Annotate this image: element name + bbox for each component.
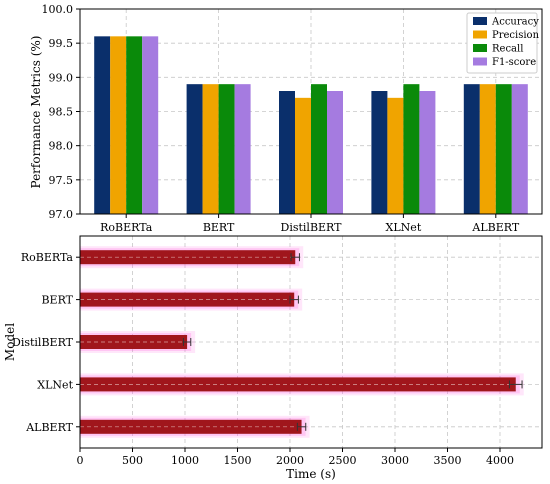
metrics-legend: Accuracy Precision Recall F1-score [466, 12, 540, 74]
legend-swatch [473, 30, 487, 39]
time-x-tick-label: 1000 [171, 454, 199, 467]
time-y-tick-label: DistilBERT [12, 336, 74, 349]
legend-label: Accuracy [491, 17, 539, 28]
metrics-bars [94, 36, 528, 215]
metrics-y-tick-label: 98.0 [49, 140, 74, 153]
metrics-y-tick-label: 100.0 [42, 3, 74, 16]
metrics-bar-recall [403, 84, 420, 215]
metrics-bar-accuracy [463, 84, 480, 215]
legend-swatch [473, 44, 487, 52]
legend-swatch [473, 57, 487, 66]
metrics-bar-accuracy [94, 36, 111, 215]
legend-swatch [473, 17, 487, 25]
time-x-tick-label: 2500 [329, 454, 357, 467]
metrics-bar-accuracy [371, 91, 388, 214]
metrics-bar-precision [295, 97, 311, 214]
metrics-bar-precision [110, 36, 127, 215]
legend-label: F1-score [492, 57, 536, 68]
metrics-y-tick-label: 97.0 [49, 208, 74, 221]
time-y-axis-label: Model [3, 323, 17, 361]
time-y-tick-label: BERT [41, 294, 73, 307]
time-x-tick-label: 4000 [486, 454, 514, 467]
time-bar [80, 335, 188, 349]
metrics-x-tick-label: BERT [203, 221, 235, 234]
metrics-bar-accuracy [186, 84, 203, 215]
metrics-chart: 97.0 97.5 98.0 98.5 99.0 99.5 100.0 RoBERTa BER… [29, 3, 543, 234]
time-x-tick-label: 3000 [381, 454, 409, 467]
metrics-bar-f1-score [511, 84, 528, 215]
time-y-ticks: RoBERTa BERT DistilBERT XLNet ALBERT [12, 251, 80, 434]
metrics-y-tick-label: 99.5 [49, 37, 74, 50]
metrics-y-ticks: 97.0 97.5 98.0 98.5 99.0 99.5 100.0 [42, 3, 80, 221]
time-bar [80, 419, 302, 434]
metrics-x-tick-label: RoBERTa [100, 221, 153, 234]
metrics-bar-recall [311, 84, 327, 215]
metrics-bar-precision [479, 84, 496, 215]
metrics-y-tick-label: 97.5 [49, 174, 74, 187]
time-x-tick-label: 3500 [434, 454, 462, 467]
time-x-tick-label: 2000 [276, 454, 304, 467]
time-x-tick-label: 500 [122, 454, 143, 467]
time-y-tick-label: ALBERT [25, 421, 73, 434]
time-x-tick-label: 0 [77, 454, 84, 467]
metrics-bar-recall [495, 84, 512, 215]
metrics-bar-accuracy [279, 91, 295, 214]
metrics-y-tick-label: 98.5 [49, 106, 74, 119]
metrics-bar-recall [126, 36, 143, 215]
metrics-bar-precision [387, 97, 404, 214]
time-x-tick-label: 1500 [224, 454, 252, 467]
time-y-tick-label: RoBERTa [21, 251, 74, 264]
metrics-bar-f1-score [234, 84, 251, 215]
metrics-bar-f1-score [142, 36, 159, 215]
time-chart: RoBERTa BERT DistilBERT XLNet ALBERT 0 500 100… [3, 235, 543, 481]
metrics-y-tick-label: 99.0 [49, 71, 74, 84]
legend-label: Precision [492, 30, 540, 41]
metrics-bar-recall [218, 84, 235, 215]
time-y-tick-label: XLNet [37, 378, 73, 391]
metrics-x-tick-label: XLNet [386, 221, 422, 234]
metrics-x-tick-label: DistilBERT [281, 221, 343, 234]
time-x-ticks: 0 500 1000 1500 2000 2500 3000 3500 4000 [77, 448, 514, 467]
metrics-bar-f1-score [327, 91, 343, 214]
time-x-axis-label: Time (s) [286, 467, 336, 481]
metrics-x-ticks: RoBERTa BERT DistilBERT XLNet ALBERT [100, 214, 520, 234]
metrics-y-axis-label: Performance Metrics (%) [29, 36, 43, 189]
metrics-bar-f1-score [419, 91, 436, 214]
legend-label: Recall [492, 44, 523, 55]
metrics-bar-precision [202, 84, 219, 215]
metrics-x-tick-label: ALBERT [471, 221, 519, 234]
time-bars [80, 246, 524, 438]
